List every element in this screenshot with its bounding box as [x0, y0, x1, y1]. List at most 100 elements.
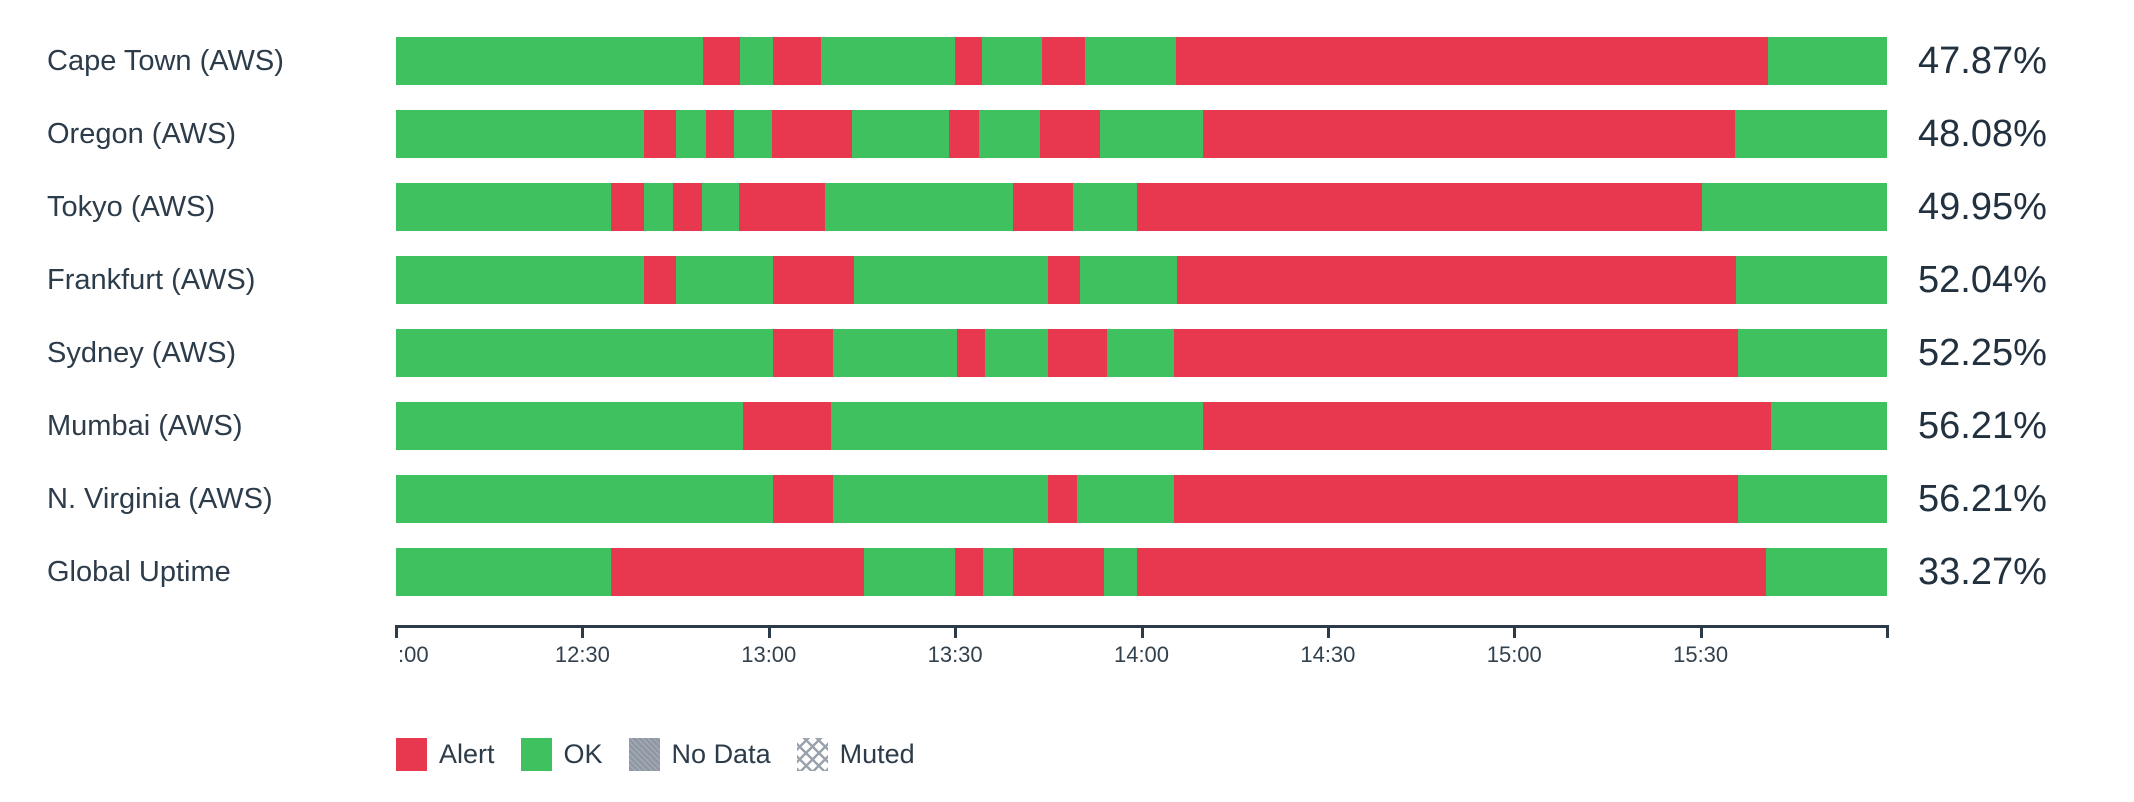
status-segment-ok[interactable]: [1766, 548, 1887, 596]
region-label: Mumbai (AWS): [47, 410, 243, 442]
status-segment-alert[interactable]: [1047, 475, 1078, 523]
status-segment-alert[interactable]: [1047, 256, 1081, 304]
status-segment-alert[interactable]: [738, 183, 826, 231]
status-timeline-bar[interactable]: [396, 110, 1887, 158]
status-segment-alert[interactable]: [771, 110, 853, 158]
status-segment-alert[interactable]: [703, 37, 741, 85]
status-segment-alert[interactable]: [1040, 110, 1100, 158]
status-segment-alert[interactable]: [773, 256, 854, 304]
status-timeline-bar[interactable]: [396, 256, 1887, 304]
status-segment-ok[interactable]: [1080, 256, 1178, 304]
status-segment-alert[interactable]: [1013, 183, 1073, 231]
status-segment-ok[interactable]: [740, 37, 774, 85]
status-segment-alert[interactable]: [956, 329, 985, 377]
status-segment-ok[interactable]: [396, 548, 611, 596]
status-segment-alert[interactable]: [773, 329, 833, 377]
status-segment-ok[interactable]: [1767, 37, 1887, 85]
status-segment-alert[interactable]: [706, 110, 735, 158]
status-segment-alert[interactable]: [1177, 256, 1737, 304]
status-segment-ok[interactable]: [1770, 402, 1887, 450]
status-segment-ok[interactable]: [643, 183, 674, 231]
status-segment-ok[interactable]: [1077, 475, 1175, 523]
status-segment-alert[interactable]: [1136, 548, 1767, 596]
status-segment-ok[interactable]: [1099, 110, 1203, 158]
status-timeline-bar[interactable]: [396, 548, 1887, 596]
uptime-percentage: 49.95%: [1918, 186, 2047, 228]
legend-item[interactable]: No Data: [628, 738, 771, 771]
status-segment-ok[interactable]: [1702, 183, 1887, 231]
status-segment-alert[interactable]: [1174, 475, 1738, 523]
status-segment-ok[interactable]: [978, 110, 1041, 158]
status-segment-alert[interactable]: [610, 548, 865, 596]
status-segment-alert[interactable]: [955, 37, 982, 85]
status-segment-ok[interactable]: [981, 37, 1042, 85]
status-segment-ok[interactable]: [832, 475, 1048, 523]
legend-label: Alert: [439, 739, 495, 769]
status-segment-alert[interactable]: [1202, 402, 1771, 450]
time-axis: :00 12:30 13:00 13:30 14:00 14:30 15:00 …: [395, 625, 1889, 685]
status-segment-ok[interactable]: [825, 183, 1014, 231]
status-segment-alert[interactable]: [773, 475, 833, 523]
status-segment-alert[interactable]: [1041, 37, 1085, 85]
status-segment-ok[interactable]: [831, 402, 1203, 450]
status-segment-ok[interactable]: [832, 329, 957, 377]
status-segment-ok[interactable]: [396, 37, 704, 85]
axis-tick-label: 15:30: [1673, 642, 1729, 667]
status-segment-ok[interactable]: [734, 110, 772, 158]
axis-tick-label: 15:00: [1486, 642, 1542, 667]
status-segment-ok[interactable]: [396, 256, 644, 304]
status-timeline-bar[interactable]: [396, 475, 1887, 523]
status-segment-ok[interactable]: [1737, 329, 1887, 377]
status-segment-alert[interactable]: [1013, 548, 1105, 596]
status-segment-alert[interactable]: [1047, 329, 1108, 377]
status-segment-alert[interactable]: [955, 548, 984, 596]
status-segment-ok[interactable]: [1737, 475, 1887, 523]
status-segment-ok[interactable]: [853, 256, 1048, 304]
status-segment-ok[interactable]: [1084, 37, 1176, 85]
status-timeline-bar[interactable]: [396, 402, 1887, 450]
status-segment-ok[interactable]: [1734, 110, 1887, 158]
status-segment-ok[interactable]: [1104, 548, 1137, 596]
region-label: Frankfurt (AWS): [47, 264, 256, 296]
status-segment-ok[interactable]: [701, 183, 739, 231]
status-segment-ok[interactable]: [820, 37, 956, 85]
status-segment-alert[interactable]: [1136, 183, 1703, 231]
status-timeline-bar[interactable]: [396, 329, 1887, 377]
status-segment-ok[interactable]: [984, 329, 1048, 377]
legend-item[interactable]: Muted: [796, 738, 915, 771]
status-segment-alert[interactable]: [1202, 110, 1735, 158]
status-segment-ok[interactable]: [1107, 329, 1175, 377]
status-segment-alert[interactable]: [773, 37, 821, 85]
region-label: Tokyo (AWS): [47, 191, 216, 223]
region-label: N. Virginia (AWS): [47, 483, 273, 515]
status-segment-alert[interactable]: [673, 183, 702, 231]
status-segment-ok[interactable]: [676, 256, 774, 304]
status-segment-ok[interactable]: [1736, 256, 1887, 304]
status-segment-ok[interactable]: [864, 548, 956, 596]
status-segment-alert[interactable]: [743, 402, 832, 450]
status-segment-ok[interactable]: [396, 110, 644, 158]
legend-label: OK: [563, 739, 603, 769]
status-segment-alert[interactable]: [1175, 37, 1768, 85]
status-row: Oregon (AWS) 48.08%: [0, 110, 2134, 158]
axis-tick-label: 12:30: [554, 642, 610, 667]
status-segment-ok[interactable]: [852, 110, 950, 158]
uptime-percentage: 33.27%: [1918, 551, 2047, 593]
status-segment-alert[interactable]: [949, 110, 979, 158]
status-segment-alert[interactable]: [643, 110, 677, 158]
status-timeline-bar[interactable]: [396, 37, 1887, 85]
legend-item[interactable]: Alert: [396, 738, 495, 771]
uptime-percentage: 52.04%: [1918, 259, 2047, 301]
status-segment-ok[interactable]: [983, 548, 1014, 596]
status-segment-alert[interactable]: [643, 256, 677, 304]
status-segment-ok[interactable]: [396, 475, 774, 523]
status-segment-alert[interactable]: [610, 183, 644, 231]
status-segment-ok[interactable]: [676, 110, 707, 158]
status-segment-ok[interactable]: [396, 402, 744, 450]
legend-item[interactable]: OK: [520, 738, 603, 771]
status-segment-ok[interactable]: [396, 183, 611, 231]
status-timeline-bar[interactable]: [396, 183, 1887, 231]
status-segment-ok[interactable]: [396, 329, 774, 377]
status-segment-alert[interactable]: [1174, 329, 1738, 377]
status-segment-ok[interactable]: [1072, 183, 1137, 231]
